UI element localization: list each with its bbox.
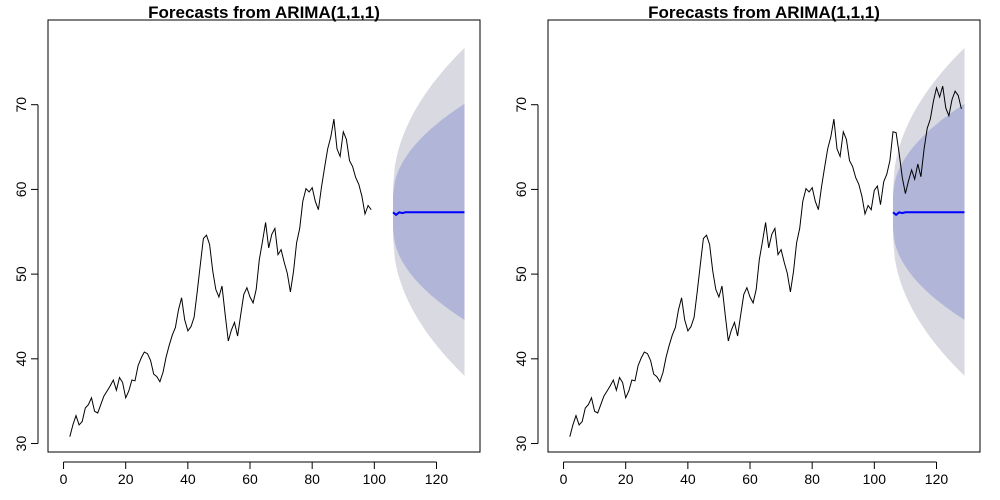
x-tick-label: 40 [180,471,196,487]
x-tick-label: 60 [742,471,758,487]
y-tick-label: 30 [513,436,529,452]
observed-series-line [569,85,962,437]
x-tick-label: 20 [618,471,634,487]
x-tick-label: 80 [804,471,820,487]
y-tick-label: 30 [13,436,29,452]
chart-title: Forecasts from ARIMA(1,1,1) [648,3,880,22]
forecast-mean-line [892,211,965,217]
y-tick-label: 40 [513,351,529,367]
x-tick-label: 80 [304,471,320,487]
x-tick-label: 60 [242,471,258,487]
x-tick-label: 20 [118,471,134,487]
plot-frame [47,19,481,453]
x-tick-label: 40 [680,471,696,487]
y-tick-label: 70 [13,97,29,113]
chart-title: Forecasts from ARIMA(1,1,1) [148,3,380,22]
observed-series-line [69,119,372,437]
left-forecast-panel: Forecasts from ARIMA(1,1,1) 0 20 40 60 80 100 1… [13,3,481,487]
plot-frame [547,19,981,453]
right-forecast-panel: Forecasts from ARIMA(1,1,1) 0 20 40 60 80 100 1… [513,3,981,487]
y-tick-label: 60 [513,181,529,197]
y-tick-label: 70 [513,97,529,113]
y-tick-label: 50 [513,266,529,282]
x-tick-label: 120 [425,471,449,487]
x-tick-label: 120 [925,471,949,487]
y-tick-label: 60 [13,181,29,197]
x-tick-label: 0 [560,471,568,487]
x-tick-label: 0 [60,471,68,487]
y-tick-label: 40 [13,351,29,367]
forecast-mean-line [392,211,465,217]
x-tick-label: 100 [863,471,887,487]
y-tick-label: 50 [13,266,29,282]
x-tick-label: 100 [363,471,387,487]
